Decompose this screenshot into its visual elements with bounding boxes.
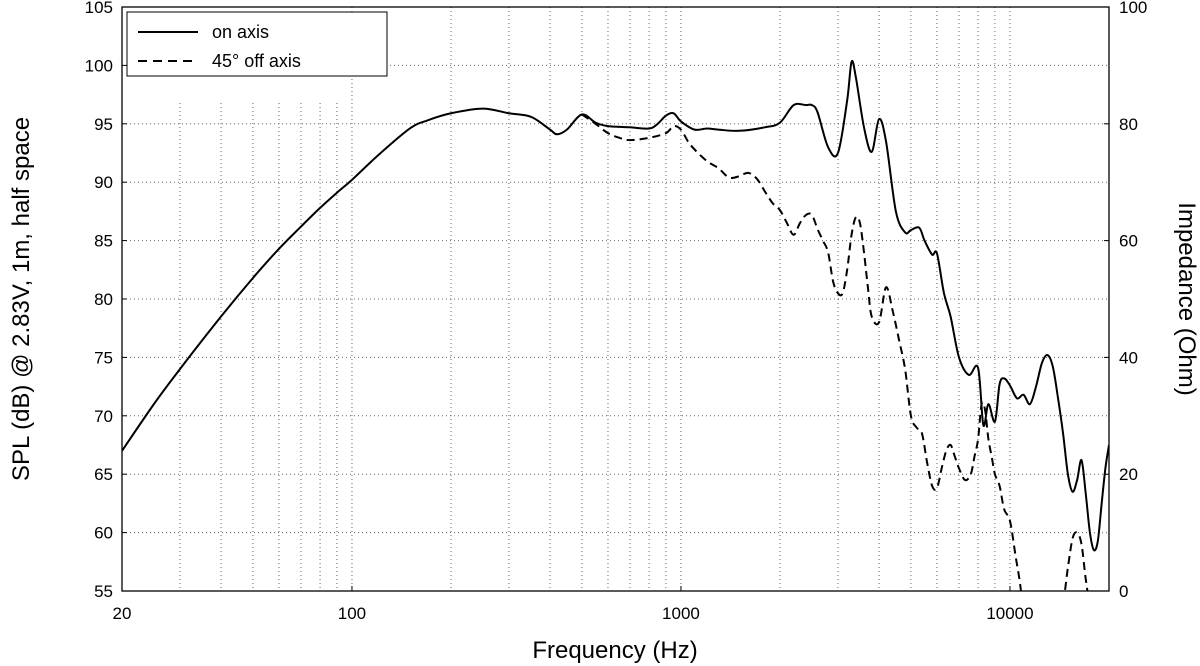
legend-label-on-axis: on axis xyxy=(212,22,269,42)
y-axis-title-left: SPL (dB) @ 2.83V, 1m, half space xyxy=(8,117,35,481)
grid xyxy=(122,7,1109,591)
y-tick-label: 90 xyxy=(94,173,113,192)
x-axis-title: Frequency (Hz) xyxy=(532,637,697,664)
series-line-on-axis xyxy=(122,59,1109,552)
y-right-tick-label: 80 xyxy=(1119,115,1138,134)
y-right-tick-label: 60 xyxy=(1119,232,1138,251)
y-tick-label: 80 xyxy=(94,290,113,309)
y-tick-label: 70 xyxy=(94,407,113,426)
legend: on axis 45° off axis xyxy=(126,11,388,77)
legend-box xyxy=(126,11,388,77)
x-tick-label: 100 xyxy=(338,604,366,623)
x-tick-label: 10000 xyxy=(986,604,1033,623)
y-tick-label: 95 xyxy=(94,115,113,134)
y-tick-label: 65 xyxy=(94,465,113,484)
y-axis-title-right: Impedance (Ohm) xyxy=(1173,202,1200,395)
series-layer xyxy=(122,59,1109,591)
y-tick-label: 100 xyxy=(85,56,113,75)
y-right-tick-label: 0 xyxy=(1119,582,1128,601)
ticks: 55 60 65 70 75 80 85 90 95 100 105 0 20 40 60 80 100 20 10… xyxy=(85,0,1148,623)
y-tick-label: 105 xyxy=(85,0,113,17)
y-right-tick-label: 20 xyxy=(1119,465,1138,484)
series-line-45-off-axis xyxy=(581,113,1094,591)
y-tick-label: 60 xyxy=(94,524,113,543)
y-tick-label: 85 xyxy=(94,232,113,251)
legend-label-off-axis: 45° off axis xyxy=(212,51,301,71)
y-tick-label: 55 xyxy=(94,582,113,601)
y-right-tick-label: 40 xyxy=(1119,348,1138,367)
x-tick-label: 20 xyxy=(113,604,132,623)
y-tick-label: 75 xyxy=(94,348,113,367)
x-tick-label: 1000 xyxy=(662,604,700,623)
y-right-tick-label: 100 xyxy=(1119,0,1147,17)
